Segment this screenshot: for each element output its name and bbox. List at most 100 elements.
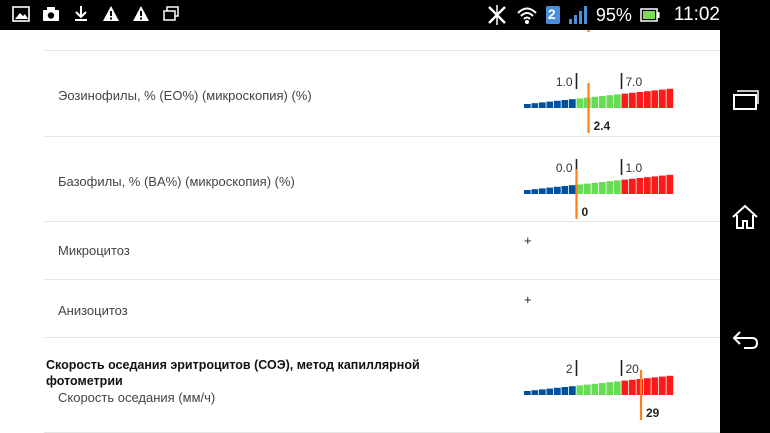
scale-segment: [546, 388, 554, 395]
status-bar: 2 95% 11:02: [0, 0, 770, 30]
scale-segment: [659, 175, 666, 194]
wifi-icon: [516, 5, 538, 25]
low-limit-label: 1.0: [556, 75, 573, 89]
home-icon: [732, 204, 758, 229]
scale-segment: [629, 92, 636, 108]
scale-segment: [636, 379, 644, 395]
scale-segment: [539, 389, 546, 395]
scale-segment: [584, 183, 591, 194]
scale-segment: [554, 387, 561, 395]
nfc-off-icon: [486, 4, 508, 26]
scale-segment: [606, 95, 614, 108]
scale-segment: [531, 189, 539, 194]
scale-segment: [584, 97, 591, 108]
list-item: Эозинофилы, % (EO%) (микроскопия) (%) 1.…: [44, 51, 720, 137]
scale-segment: [599, 182, 606, 194]
scale-segment: [621, 380, 629, 395]
scale-segment: [591, 96, 599, 108]
high-limit-label: 7.0: [626, 75, 643, 89]
scale-segment: [531, 103, 539, 108]
scale-segment: [621, 93, 629, 108]
sim-badge: 2: [545, 6, 560, 24]
range-scale: 0.0 1.0 0: [524, 149, 684, 219]
scale-segment: [599, 96, 606, 108]
back-icon: [732, 331, 759, 349]
results-list[interactable]: 4 Эозинофилы, % (EO%) (микроскопия) (%) …: [0, 30, 720, 433]
scale-segment: [569, 386, 576, 395]
value-label: 29: [646, 406, 660, 420]
scale-segment: [531, 390, 539, 395]
scale-segment: [576, 98, 584, 108]
scale-segment: [651, 90, 659, 108]
scale-segment: [539, 102, 546, 108]
scale-segment: [614, 381, 621, 395]
low-limit-label: 2: [566, 362, 573, 376]
range-scale: 2 20 29: [524, 350, 684, 420]
row-label: Базофилы, % (BA%) (микроскопия) (%): [58, 174, 295, 189]
scale-segment: [629, 379, 636, 395]
scale-segment: [606, 181, 614, 194]
scale-segment: [591, 182, 599, 194]
scale-segment: [591, 383, 599, 395]
range-scale: 1.0 7.0 2.4: [524, 63, 684, 133]
scale-segment: [584, 384, 591, 395]
clock: 11:02: [673, 4, 720, 25]
scale-segment: [644, 91, 651, 108]
scale-segment: [659, 89, 666, 108]
back-button[interactable]: [730, 324, 760, 354]
scale-segment: [554, 186, 561, 194]
scale-segment: [644, 378, 651, 395]
scale-segment: [666, 375, 674, 395]
scale-segment: [636, 92, 644, 108]
positive-mark: +: [524, 233, 532, 248]
scale-segment: [546, 187, 554, 194]
gallery-icon: [12, 5, 30, 23]
notification-icons: [12, 5, 180, 23]
list-item: Скорость оседания эритроцитов (СОЭ), мет…: [44, 338, 720, 433]
list-item: Анизоцитоз +: [44, 280, 720, 338]
scale-segment: [524, 190, 531, 194]
row-label: Анизоцитоз: [58, 303, 128, 318]
scale-segment: [546, 101, 554, 108]
row-label: Микроцитоз: [58, 243, 130, 258]
scale-segment: [569, 185, 576, 194]
recent-apps-icon: [733, 90, 759, 110]
scale-segment: [524, 104, 531, 108]
scale-segment: [561, 100, 569, 108]
row-label: Эозинофилы, % (EO%) (микроскопия) (%): [58, 88, 312, 103]
range-scale: 4: [524, 30, 684, 50]
scale-segment: [561, 186, 569, 194]
warning-icon: [132, 5, 150, 23]
scale-segment: [621, 179, 629, 194]
row-label: Скорость оседания (мм/ч): [58, 390, 216, 405]
scale-segment: [614, 94, 621, 108]
signal-icon: [568, 5, 588, 25]
list-item: Микроцитоз +: [44, 222, 720, 280]
scale-segment: [644, 177, 651, 194]
list-item: 4: [44, 30, 720, 51]
scale-segment: [636, 178, 644, 194]
scale-segment: [524, 391, 531, 395]
scale-segment: [666, 174, 674, 194]
scale-segment: [576, 385, 584, 395]
recent-apps-button[interactable]: [730, 85, 760, 115]
positive-mark: +: [524, 292, 532, 307]
home-button[interactable]: [730, 202, 760, 232]
warning-icon: [102, 5, 120, 23]
scale-segment: [576, 184, 584, 194]
scale-segment: [659, 376, 666, 395]
section-title: Скорость оседания эритроцитов (СОЭ), мет…: [46, 358, 420, 388]
low-limit-label: 0.0: [556, 161, 573, 175]
scale-segment: [606, 382, 614, 395]
scale-segment: [614, 180, 621, 194]
scale-segment: [539, 188, 546, 194]
scale-segment: [569, 99, 576, 108]
battery-percent: 95%: [595, 4, 632, 25]
scale-segment: [666, 88, 674, 108]
system-indicators: 2 95% 11:02: [486, 0, 720, 30]
window-icon: [162, 5, 180, 23]
value-label: 2.4: [594, 119, 611, 133]
scale-segment: [651, 377, 659, 395]
scale-segment: [554, 100, 561, 108]
value-label: 0: [582, 205, 589, 219]
